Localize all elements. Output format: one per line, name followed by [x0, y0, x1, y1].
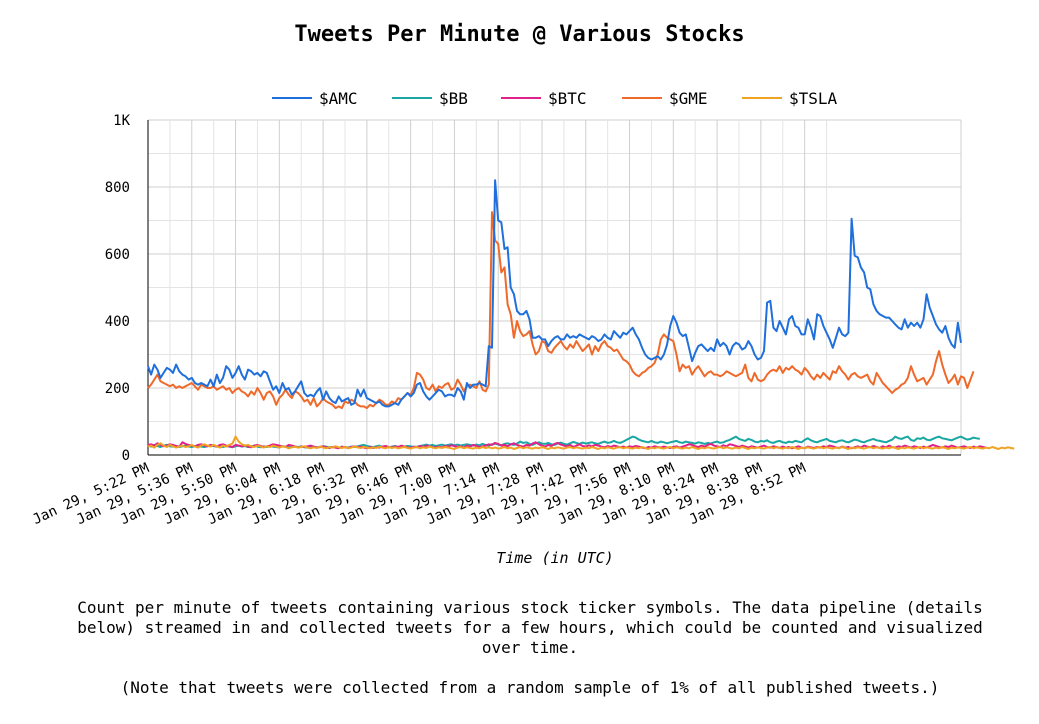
series-line-tsla [147, 435, 1015, 450]
y-tick-label: 800 [105, 180, 130, 196]
y-tick-label: 200 [105, 381, 130, 397]
y-tick-label: 400 [105, 314, 130, 330]
legend-label: $TSLA [789, 89, 838, 108]
y-tick-label: 1K [113, 113, 130, 129]
legend-item-tsla[interactable]: $TSLA [742, 89, 838, 108]
legend: $AMC $BB $BTC $GME $TSLA [272, 89, 838, 108]
legend-item-gme[interactable]: $GME [622, 89, 708, 108]
chart-title: Tweets Per Minute @ Various Stocks [294, 22, 745, 47]
legend-label: $GME [669, 89, 708, 108]
series-lines [147, 179, 1015, 450]
legend-label: $BB [439, 89, 468, 108]
chart-caption: Count per minute of tweets containing va… [77, 598, 983, 657]
legend-item-bb[interactable]: $BB [392, 89, 468, 108]
y-tick-label: 600 [105, 247, 130, 263]
legend-item-amc[interactable]: $AMC [272, 89, 358, 108]
y-tick-label: 0 [122, 448, 130, 464]
legend-item-btc[interactable]: $BTC [501, 89, 587, 108]
x-axis-title: Time (in UTC) [496, 549, 613, 567]
legend-label: $BTC [548, 89, 587, 108]
series-line-amc [147, 179, 962, 408]
chart-note: (Note that tweets were collected from a … [120, 678, 940, 697]
legend-label: $AMC [319, 89, 358, 108]
line-chart: $AMC $BB $BTC $GME $TSLA 02004006008001KJan … [30, 89, 1015, 567]
grid-lines [147, 119, 962, 456]
